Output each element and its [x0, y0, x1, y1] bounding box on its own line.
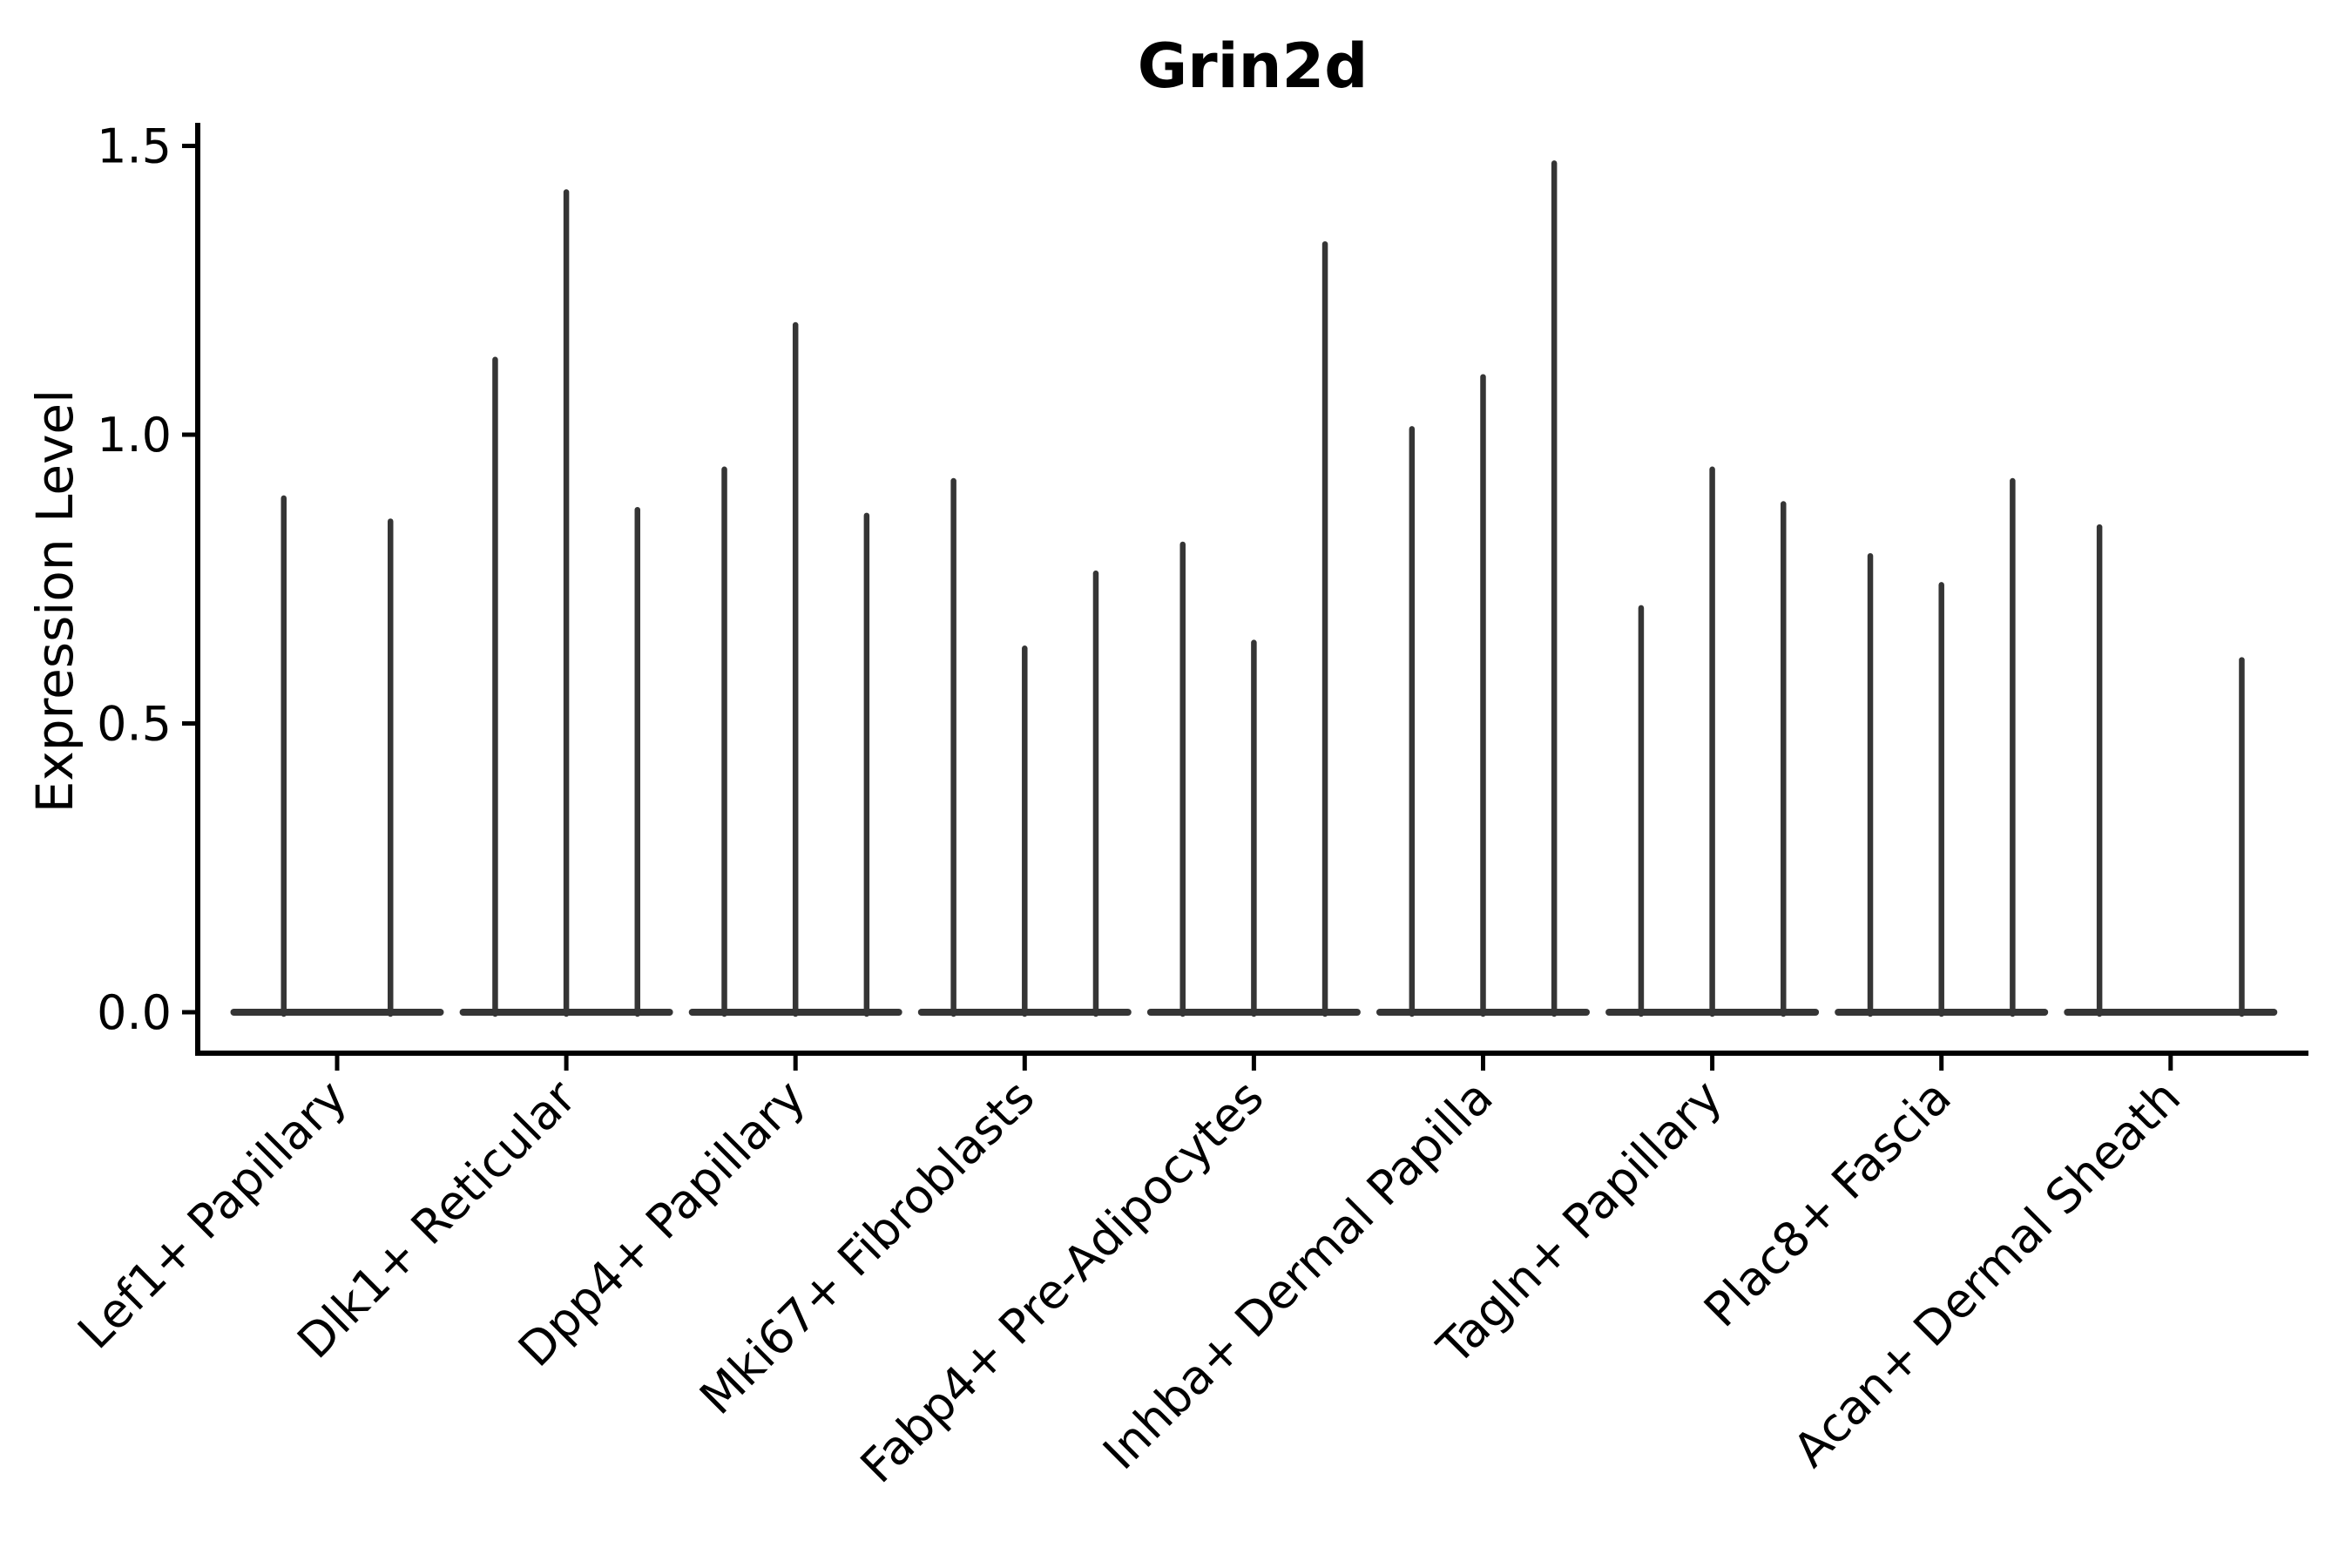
violin-group — [688, 321, 902, 1017]
y-tick-label: 1.0 — [97, 408, 172, 463]
violin-group — [917, 477, 1132, 1017]
violin-group — [2064, 524, 2278, 1017]
violin-group — [1835, 477, 2049, 1017]
y-axis: 0.0 0.5 1.0 1.5 — [97, 119, 198, 1040]
y-tick-label: 0.0 — [97, 985, 172, 1040]
y-tick-label: 1.5 — [97, 119, 172, 174]
violin-group — [230, 495, 444, 1017]
x-tick-label: Inhba+ Dermal Papilla — [1092, 1070, 1503, 1480]
x-tick-label: Acan+ Dermal Sheath — [1783, 1070, 2191, 1477]
y-axis-label: Expression Level — [25, 389, 84, 813]
violin-group — [459, 189, 673, 1017]
x-tick-label: Plac8+ Fascia — [1693, 1070, 1962, 1338]
violin-group — [1376, 160, 1590, 1017]
violin-group — [1146, 240, 1361, 1017]
x-tick-label: Fabp4+ Pre-Adipocytes — [850, 1070, 1274, 1494]
violin-group — [1605, 466, 1820, 1017]
violin-series — [230, 160, 2278, 1017]
chart-title: Grin2d — [1138, 30, 1369, 102]
y-tick-label: 0.5 — [97, 697, 172, 752]
